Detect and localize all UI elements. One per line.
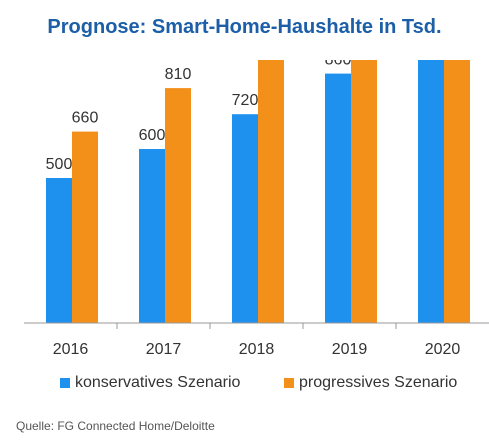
legend-label-progressiv: progressives Szenario (299, 374, 458, 391)
bar-konservativ-2018 (232, 114, 258, 323)
x-tick-label-2016: 2016 (53, 341, 89, 358)
data-label-konservativ-2017: 600 (139, 127, 166, 144)
data-label-konservativ-2019: 860 (325, 60, 352, 69)
bar-konservativ-2017 (139, 149, 165, 323)
bar-chart: 500660201660081020177201.00020188601.200… (24, 60, 489, 358)
bar-konservativ-2020 (418, 60, 444, 323)
bar-progressiv-2020 (444, 60, 470, 323)
legend-item-konservativ: konservatives Szenario (60, 374, 240, 392)
source-note: Quelle: FG Connected Home/Deloitte (16, 419, 215, 433)
legend: konservatives Szenario progressives Szen… (0, 374, 489, 396)
bar-konservativ-2019 (325, 73, 351, 323)
chart-title: Prognose: Smart-Home-Haushalte in Tsd. (47, 16, 442, 38)
legend-swatch-progressiv (284, 378, 294, 388)
data-label-konservativ-2016: 500 (46, 156, 73, 173)
bar-progressiv-2017 (165, 88, 191, 323)
legend-swatch-konservativ (60, 378, 70, 388)
x-tick-label-2018: 2018 (239, 341, 275, 358)
bar-progressiv-2018 (258, 60, 284, 323)
data-label-progressiv-2016: 660 (72, 110, 99, 127)
bar-progressiv-2016 (72, 131, 98, 323)
bar-progressiv-2019 (351, 60, 377, 323)
x-tick-label-2017: 2017 (146, 341, 182, 358)
legend-label-konservativ: konservatives Szenario (75, 374, 241, 391)
data-label-progressiv-2017: 810 (165, 66, 192, 83)
bar-konservativ-2016 (46, 178, 72, 323)
data-label-konservativ-2018: 720 (232, 92, 259, 109)
legend-item-progressiv: progressives Szenario (284, 374, 457, 392)
x-tick-label-2020: 2020 (425, 341, 461, 358)
x-tick-label-2019: 2019 (332, 341, 368, 358)
